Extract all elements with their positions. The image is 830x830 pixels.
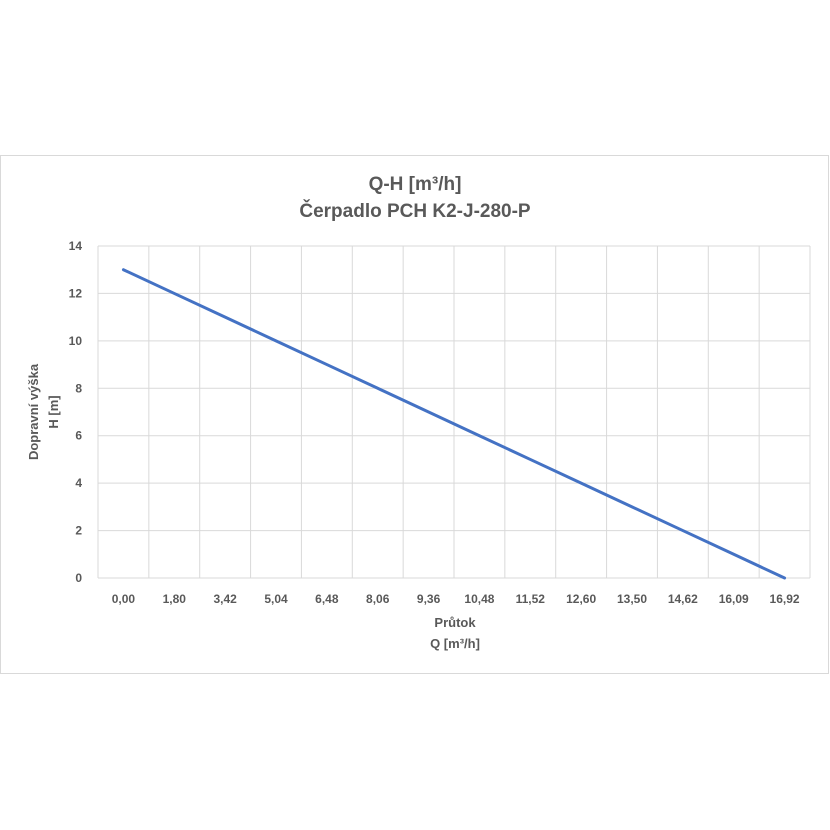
x-tick-label: 16,92 bbox=[770, 592, 800, 606]
x-tick-label: 11,52 bbox=[516, 592, 546, 606]
x-tick-label: 14,62 bbox=[668, 592, 698, 606]
gridlines bbox=[97, 245, 811, 579]
x-axis-title-line2: Q [m³/h] bbox=[430, 636, 480, 651]
chart-frame bbox=[0, 155, 829, 674]
x-axis-title-line1: Průtok bbox=[434, 615, 476, 630]
y-tick-label: 0 bbox=[75, 571, 82, 585]
y-tick-label: 10 bbox=[69, 334, 83, 348]
x-tick-label: 5,04 bbox=[264, 592, 288, 606]
y-tick-label: 2 bbox=[75, 524, 82, 538]
x-tick-label: 1,80 bbox=[163, 592, 187, 606]
x-tick-label: 12,60 bbox=[566, 592, 596, 606]
y-axis-title-line1: Dopravní výška bbox=[26, 363, 41, 460]
x-tick-labels: 0,00 1,80 3,42 5,04 6,48 8,06 9,36 10,48 11,52 12… bbox=[112, 592, 800, 606]
x-tick-label: 6,48 bbox=[315, 592, 339, 606]
x-tick-label: 9,36 bbox=[417, 592, 441, 606]
y-tick-label: 4 bbox=[75, 476, 82, 490]
y-tick-label: 14 bbox=[69, 239, 83, 253]
x-tick-label: 10,48 bbox=[464, 592, 494, 606]
y-tick-label: 12 bbox=[69, 286, 83, 300]
series-line bbox=[121, 268, 787, 580]
y-axis-title-line2: H [m] bbox=[46, 395, 61, 428]
x-tick-label: 16,09 bbox=[719, 592, 749, 606]
y-tick-label: 8 bbox=[75, 381, 82, 395]
x-tick-label: 13,50 bbox=[617, 592, 647, 606]
y-tick-label: 6 bbox=[75, 429, 82, 443]
series-group bbox=[121, 268, 787, 580]
y-tick-labels: 0 2 4 6 8 10 12 14 bbox=[69, 239, 83, 585]
x-tick-label: 0,00 bbox=[112, 592, 136, 606]
x-tick-label: 8,06 bbox=[366, 592, 390, 606]
x-tick-label: 3,42 bbox=[213, 592, 237, 606]
chart-title-line2: Čerpadlo PCH K2-J-280-P bbox=[299, 200, 531, 222]
chart-title-line1: Q-H [m³/h] bbox=[369, 174, 462, 195]
